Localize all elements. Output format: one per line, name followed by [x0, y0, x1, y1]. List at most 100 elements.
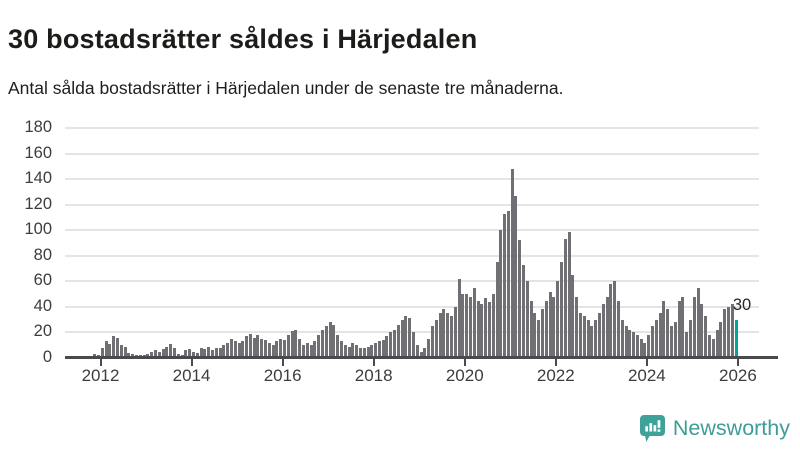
bar	[100, 347, 104, 358]
bar	[628, 329, 632, 358]
bar	[241, 341, 245, 358]
bar	[377, 341, 381, 358]
x-tick	[190, 358, 194, 366]
bar	[480, 304, 484, 358]
bar	[514, 195, 518, 358]
gridline	[65, 127, 759, 129]
bar	[723, 309, 727, 358]
x-tick	[281, 358, 285, 366]
chart-title: 30 bostadsrätter såldes i Härjedalen	[8, 24, 478, 55]
highlighted-bar	[734, 319, 738, 358]
bar	[298, 338, 302, 358]
bar	[495, 262, 499, 358]
x-tick-label: 2022	[536, 366, 575, 385]
bar	[127, 352, 131, 358]
bar	[624, 326, 628, 358]
y-tick-label: 60	[33, 271, 52, 290]
bar	[294, 329, 298, 358]
bar	[563, 239, 567, 358]
bar	[229, 338, 233, 358]
gridline	[65, 203, 759, 206]
bar	[165, 346, 169, 358]
bar	[472, 287, 476, 358]
x-tick	[554, 358, 558, 366]
gridline	[65, 305, 759, 308]
bar	[689, 319, 692, 358]
bar	[336, 335, 340, 358]
bar	[252, 337, 256, 358]
bar	[560, 262, 563, 358]
y-tick-label: 40	[33, 296, 52, 315]
bar	[381, 340, 385, 358]
bar	[317, 335, 321, 358]
bar	[302, 345, 305, 358]
x-tick-label: 2018	[354, 366, 393, 385]
bar	[662, 300, 666, 358]
bar	[692, 296, 696, 358]
x-tick-label: 2012	[81, 366, 120, 385]
bar	[412, 332, 416, 358]
chart-subtitle: Antal sålda bostadsrätter i Härjedalen u…	[8, 78, 564, 98]
bar	[355, 345, 359, 358]
bar	[613, 281, 617, 358]
bar	[715, 329, 719, 358]
bar	[704, 315, 708, 358]
bar	[700, 304, 704, 358]
bar	[267, 342, 271, 358]
y-tick-label: 80	[33, 245, 52, 264]
bar	[707, 335, 711, 358]
bar	[275, 341, 279, 358]
bar	[616, 300, 620, 358]
bar	[366, 346, 370, 358]
bar	[222, 345, 226, 358]
bar	[161, 349, 165, 358]
bar	[351, 342, 355, 358]
bar	[313, 341, 317, 358]
x-tick-label: 2024	[627, 366, 666, 385]
bar	[654, 319, 658, 358]
bar	[169, 343, 173, 358]
bar	[730, 304, 734, 358]
bar	[651, 326, 655, 358]
bar	[635, 335, 639, 358]
bar	[210, 350, 214, 358]
bar	[556, 281, 560, 358]
bar	[328, 322, 332, 358]
bar	[522, 264, 526, 358]
bar	[305, 342, 309, 358]
y-tick-label: 20	[33, 322, 52, 341]
bar	[408, 318, 412, 358]
bar	[510, 168, 514, 358]
bar	[518, 240, 522, 358]
bar	[487, 301, 491, 358]
bar	[104, 341, 108, 358]
bar	[529, 300, 533, 358]
x-tick-label: 2014	[172, 366, 211, 385]
x-tick	[372, 358, 376, 366]
newsworthy-logo: Newsworthy	[639, 412, 790, 444]
y-tick-label: 160	[24, 143, 52, 162]
bar	[453, 306, 457, 358]
bar-chart: 30 bostadsrätter såldes i Härjedalen Ant…	[8, 24, 778, 385]
gridline	[65, 152, 759, 155]
bar	[620, 319, 624, 358]
plot-area	[65, 120, 778, 358]
bar	[537, 319, 541, 358]
bar	[199, 347, 203, 358]
bar	[389, 332, 393, 358]
bar	[457, 278, 461, 358]
bar	[184, 350, 188, 358]
x-tick	[736, 358, 740, 366]
bar	[248, 333, 252, 358]
x-tick	[99, 358, 102, 366]
bar	[465, 294, 469, 358]
bar	[666, 309, 670, 358]
bar	[154, 350, 158, 358]
bar	[286, 335, 290, 358]
newsworthy-wordmark: Newsworthy	[672, 415, 790, 440]
bar	[571, 274, 575, 358]
bar	[685, 332, 689, 358]
bar	[358, 347, 362, 358]
y-tick-label: 120	[24, 194, 52, 213]
bar	[449, 315, 453, 358]
